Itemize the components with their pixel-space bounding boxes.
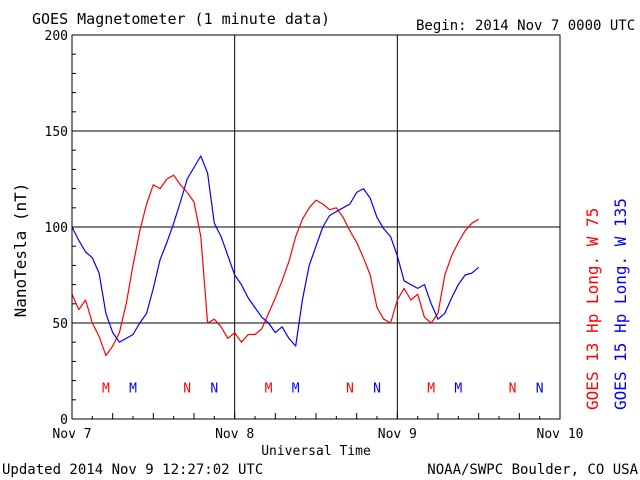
- y-tick-label: 0: [60, 413, 68, 428]
- y-tick-label: 150: [45, 125, 68, 140]
- credit: NOAA/SWPC Boulder, CO USA: [427, 462, 638, 478]
- legend-goes13: GOES 13 Hp Long. W 75: [583, 208, 602, 410]
- chart-title: GOES Magnetometer (1 minute data): [32, 10, 330, 28]
- mn-marker: M: [427, 381, 435, 396]
- mn-marker: N: [373, 381, 381, 396]
- y-tick-label: 200: [45, 29, 68, 44]
- mn-marker: N: [536, 381, 544, 396]
- mn-marker: N: [210, 381, 218, 396]
- x-axis-label: Universal Time: [261, 444, 371, 459]
- goes15-series-line: [71, 155, 480, 347]
- mn-marker: M: [265, 381, 273, 396]
- grid: [72, 35, 560, 419]
- mn-marker: M: [129, 381, 137, 396]
- x-tick-label: Nov 9: [378, 427, 417, 442]
- mn-marker: M: [454, 381, 462, 396]
- mn-marker: N: [346, 381, 354, 396]
- x-tick-label: Nov 8: [215, 427, 254, 442]
- x-tick-label: Nov 10: [537, 427, 584, 442]
- begin-time: Begin: 2014 Nov 7 0000 UTC: [416, 18, 635, 34]
- y-tick-label: 100: [45, 221, 68, 236]
- x-tick-label: Nov 7: [52, 427, 91, 442]
- y-tick-label: 50: [52, 317, 68, 332]
- axis-ticks: 0 50 100 150 200 Nov 7 Nov 8 Nov 9 Nov 10: [45, 29, 584, 442]
- mn-marker: M: [102, 381, 110, 396]
- updated-time: Updated 2014 Nov 9 12:27:02 UTC: [2, 462, 263, 478]
- y-axis-label: NanoTesla (nT): [11, 183, 30, 318]
- mn-marker: M: [292, 381, 300, 396]
- legend-goes15: GOES 15 Hp Long. W 135: [611, 198, 630, 410]
- goes13-series-line: [71, 174, 479, 357]
- series-group: [71, 155, 480, 357]
- mn-marker: N: [509, 381, 517, 396]
- mn-marker: N: [183, 381, 191, 396]
